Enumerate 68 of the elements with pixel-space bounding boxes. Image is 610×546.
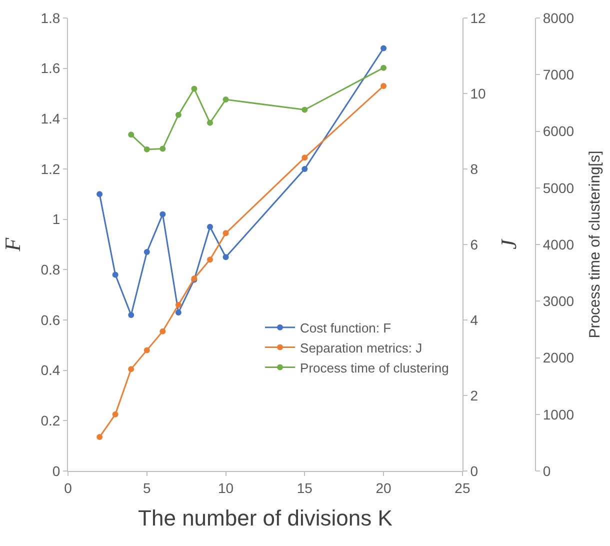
- point: [160, 328, 166, 334]
- y-tick-label: 1.6: [40, 60, 60, 76]
- x-tick-label: 15: [296, 480, 313, 496]
- point: [222, 254, 229, 260]
- point: [302, 106, 308, 113]
- y2-tick-label: 6: [470, 236, 478, 252]
- point: [380, 45, 387, 52]
- point: [207, 224, 213, 230]
- point: [302, 154, 308, 161]
- point: [191, 86, 198, 92]
- point: [207, 256, 213, 263]
- y2-tick-label: 10: [470, 85, 486, 102]
- point: [302, 166, 308, 172]
- x-tick-label: 0: [64, 480, 72, 496]
- y-tick-label: 0: [52, 462, 60, 479]
- y2-axis-title: J: [496, 238, 521, 250]
- point: [144, 347, 150, 354]
- point: [128, 132, 134, 138]
- point: [380, 82, 387, 89]
- y3-tick-label: 5000: [542, 180, 574, 196]
- y-tick-label: 0.2: [40, 412, 60, 429]
- x-axis-title: The number of divisions K: [138, 506, 393, 531]
- y3-tick-label: 2000: [542, 350, 574, 366]
- point: [112, 411, 118, 418]
- x-tick-label: 25: [454, 480, 470, 496]
- y2-tick-label: 2: [470, 387, 478, 404]
- x-tick-label: 10: [218, 480, 234, 496]
- y2-tick-label: 4: [470, 312, 478, 328]
- point: [160, 146, 166, 152]
- point: [96, 434, 103, 440]
- point: [144, 146, 150, 152]
- y-tick-label: 1.4: [40, 110, 60, 127]
- x-tick-label: 20: [376, 480, 392, 496]
- point: [222, 230, 229, 236]
- y3-tick-label: 0: [542, 462, 551, 479]
- y3-tick-label: 1000: [542, 406, 574, 422]
- y3-axis-title: Process time of clustering[s]: [586, 150, 604, 338]
- legend-label: Separation metrics: J: [300, 340, 422, 356]
- y3-tick-label: 7000: [542, 66, 574, 83]
- point: [175, 112, 182, 118]
- x-tick-label: 5: [142, 480, 151, 496]
- y2-tick-label: 12: [470, 10, 486, 26]
- point: [96, 191, 103, 198]
- y3-tick-label: 8000: [542, 10, 574, 26]
- legend-label: Cost function: F: [300, 320, 392, 336]
- point: [175, 302, 182, 308]
- y-tick-label: 0.6: [40, 312, 60, 328]
- y3-tick-label: 4000: [542, 236, 574, 252]
- y3-tick-label: 6000: [542, 123, 574, 140]
- point: [175, 309, 182, 316]
- point: [380, 64, 387, 71]
- point: [128, 312, 134, 318]
- point: [160, 211, 166, 218]
- y-tick-label: 0.8: [40, 262, 60, 278]
- point: [128, 366, 134, 372]
- point: [112, 272, 118, 278]
- y3-tick-label: 3000: [542, 293, 574, 310]
- y-axis-title: F: [0, 237, 25, 252]
- y-tick-label: 1.2: [40, 160, 60, 177]
- legend-label: Process time of clustering: [300, 360, 449, 376]
- y2-tick-label: 8: [470, 160, 478, 177]
- point: [222, 96, 229, 103]
- y-tick-label: 1: [52, 211, 60, 228]
- y2-tick-label: 0: [470, 462, 478, 479]
- y-tick-label: 1.8: [40, 10, 60, 26]
- point: [144, 249, 150, 256]
- y-tick-label: 0.4: [40, 362, 60, 378]
- point: [207, 120, 213, 126]
